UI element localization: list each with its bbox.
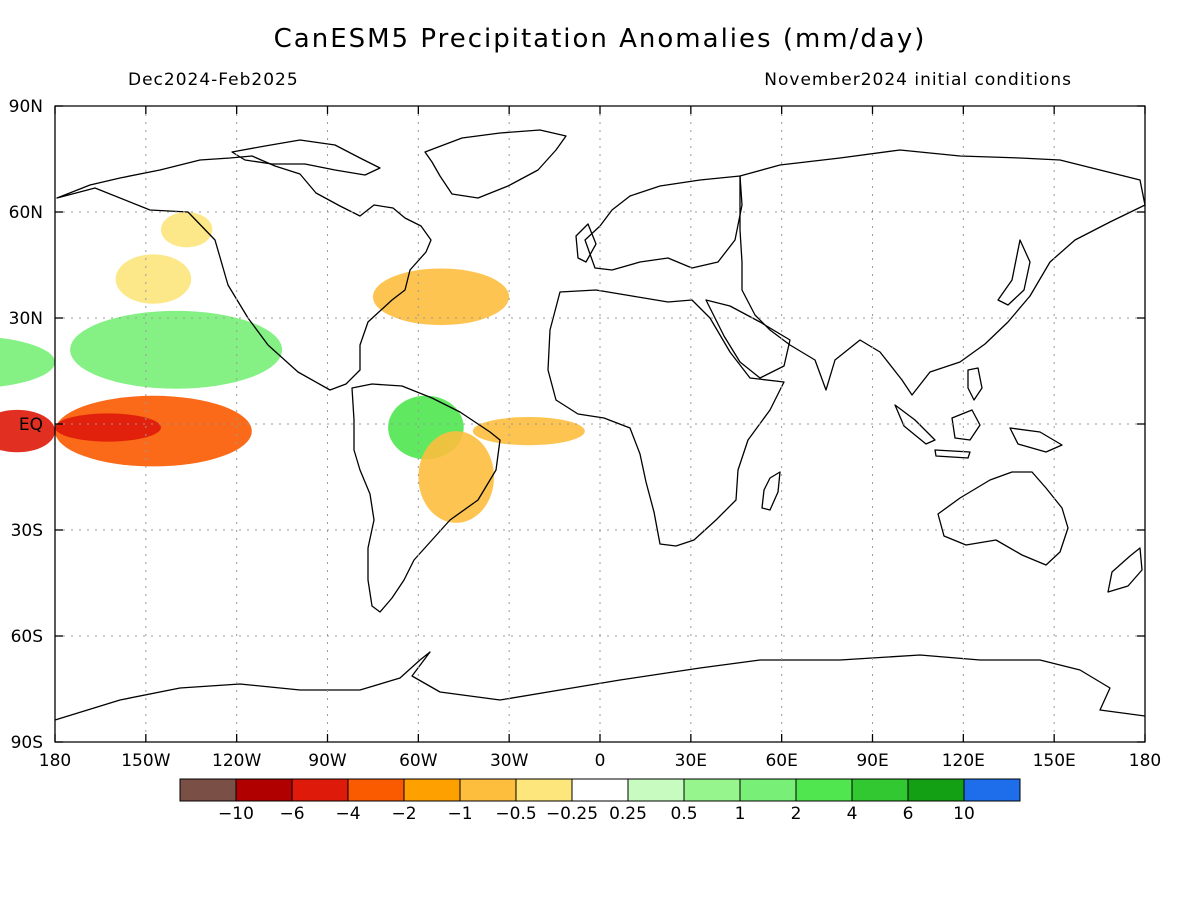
colorbar-swatch: [963, 778, 1021, 802]
anomaly-equatorial-atlantic-dry: [472, 417, 585, 446]
europe-coast: [584, 175, 743, 271]
north-america-coast: [56, 155, 432, 391]
colorbar-label: 6: [903, 804, 914, 824]
colorbar-label: −10: [218, 804, 254, 824]
coastlines: [54, 105, 1146, 743]
colorbar-swatch: [291, 778, 349, 802]
lat-tick-label: 60N: [9, 203, 43, 223]
lon-tick-label: 150W: [121, 751, 170, 771]
uk-coast: [575, 223, 597, 263]
lat-tick-label: 60S: [11, 627, 43, 647]
new-zealand-coast: [1107, 547, 1143, 593]
lon-tick-label: 60E: [765, 751, 797, 771]
lon-tick-label: 150E: [1033, 751, 1076, 771]
colorbar-label: −2: [391, 804, 416, 824]
colorbar-swatch: [795, 778, 853, 802]
colorbar-swatch: [683, 778, 741, 802]
anomaly-brazil-dry: [418, 431, 495, 523]
axis-ticks: 180 150W 120W 90W 60W 30W 0 30E 60E 90E 120E 150E 18…: [9, 97, 1162, 771]
south-america-coast: [351, 383, 501, 613]
colorbar-swatch: [459, 778, 517, 802]
initial-conditions: November2024 initial conditions: [764, 70, 1072, 90]
colorbar-swatch: [907, 778, 965, 802]
sumatra-coast: [894, 404, 936, 445]
lon-tick-label: 90E: [856, 751, 888, 771]
anomaly-western-pacific-dry: [0, 409, 55, 453]
arctic-islands-coast: [231, 139, 381, 176]
colorbar-label: −0.25: [546, 804, 598, 824]
greenland-coast: [424, 129, 567, 199]
lon-tick-label: 120E: [942, 751, 985, 771]
colorbar-swatch: [571, 778, 629, 802]
colorbar-label: 10: [953, 804, 975, 824]
colorbar-label: −1: [447, 804, 472, 824]
chart-title: CanESM5 Precipitation Anomalies (mm/day): [273, 24, 927, 54]
asia-coast: [739, 149, 1146, 396]
lat-tick-label: 90S: [11, 733, 43, 753]
anomaly-northwest-pacific-wet: [0, 337, 55, 387]
colorbar: −10 −6 −4 −2 −1 −0.5 −0.25 0.25 0.5 1 2 4 6 10: [179, 778, 1021, 824]
lon-tick-label: 30E: [675, 751, 707, 771]
lon-tick-label: 90W: [308, 751, 347, 771]
arabia-coast: [705, 299, 791, 379]
colorbar-label: −0.5: [495, 804, 536, 824]
anomaly-central-pacific-dry-core: [55, 413, 161, 442]
anomaly-field-layer: [0, 212, 585, 523]
graticule: [55, 106, 1145, 742]
philippines-coast: [967, 367, 983, 401]
colorbar-swatch: [347, 778, 405, 802]
colorbar-swatch: [235, 778, 293, 802]
lat-tick-label: 30N: [9, 309, 43, 329]
anomaly-tropical-north-pacific-wet: [70, 310, 283, 389]
new-guinea-coast: [1009, 427, 1063, 453]
colorbar-swatch: [739, 778, 797, 802]
lon-tick-label: 180: [39, 751, 71, 771]
lon-tick-label: 60W: [399, 751, 438, 771]
colorbar-label: 2: [791, 804, 802, 824]
lat-tick-label: 90N: [9, 97, 43, 117]
java-coast: [934, 449, 971, 459]
colorbar-label: 0.5: [670, 804, 697, 824]
australia-coast: [937, 471, 1069, 566]
colorbar-swatch: [515, 778, 573, 802]
africa-coast: [547, 289, 785, 547]
colorbar-label: 1: [735, 804, 746, 824]
anomaly-gulf-of-alaska-dry: [161, 212, 213, 248]
colorbar-label: 0.25: [609, 804, 647, 824]
colorbar-swatch: [179, 778, 237, 802]
lon-tick-label: 30W: [490, 751, 529, 771]
colorbar-swatch: [627, 778, 685, 802]
colorbar-label: −4: [335, 804, 360, 824]
madagascar-coast: [761, 471, 781, 511]
anomaly-western-atlantic-dry: [372, 268, 510, 326]
colorbar-swatch: [403, 778, 461, 802]
colorbar-label: 4: [847, 804, 858, 824]
anomaly-north-pacific-dry: [115, 254, 192, 304]
lat-tick-label: 30S: [11, 521, 43, 541]
borneo-coast: [951, 409, 981, 441]
colorbar-swatch: [851, 778, 909, 802]
antarctica-coast: [54, 651, 1146, 721]
forecast-period: Dec2024-Feb2025: [128, 70, 299, 90]
lon-tick-label: 0: [595, 751, 606, 771]
lat-tick-label: EQ: [19, 415, 43, 435]
lon-tick-label: 120W: [212, 751, 261, 771]
japan-coast: [997, 239, 1031, 306]
lon-tick-label: 180: [1129, 751, 1161, 771]
colorbar-label: −6: [279, 804, 304, 824]
